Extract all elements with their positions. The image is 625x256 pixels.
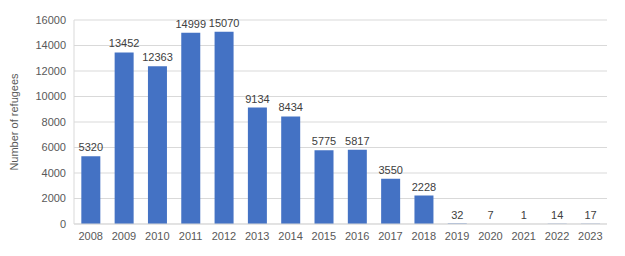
svg-text:Number of refugees: Number of refugees bbox=[8, 73, 20, 171]
svg-text:0: 0 bbox=[60, 218, 66, 230]
svg-text:2228: 2228 bbox=[412, 181, 436, 193]
svg-text:5320: 5320 bbox=[79, 141, 103, 153]
svg-text:5775: 5775 bbox=[312, 135, 336, 147]
svg-text:2015: 2015 bbox=[312, 230, 336, 242]
svg-text:5817: 5817 bbox=[345, 135, 369, 147]
svg-text:8434: 8434 bbox=[278, 101, 302, 113]
svg-text:2021: 2021 bbox=[511, 230, 535, 242]
svg-text:17: 17 bbox=[584, 209, 596, 221]
svg-text:13452: 13452 bbox=[109, 37, 140, 49]
svg-text:12000: 12000 bbox=[35, 65, 66, 77]
svg-text:2010: 2010 bbox=[145, 230, 169, 242]
svg-text:2017: 2017 bbox=[378, 230, 402, 242]
svg-text:2011: 2011 bbox=[179, 230, 203, 242]
svg-text:2000: 2000 bbox=[42, 192, 66, 204]
svg-text:14: 14 bbox=[551, 209, 563, 221]
svg-text:15070: 15070 bbox=[209, 17, 240, 29]
svg-text:2018: 2018 bbox=[412, 230, 436, 242]
svg-text:2009: 2009 bbox=[112, 230, 136, 242]
svg-text:32: 32 bbox=[451, 209, 463, 221]
svg-text:2020: 2020 bbox=[478, 230, 502, 242]
svg-text:12363: 12363 bbox=[142, 51, 173, 63]
svg-text:10000: 10000 bbox=[35, 90, 66, 102]
svg-text:14000: 14000 bbox=[35, 39, 66, 51]
svg-text:2019: 2019 bbox=[445, 230, 469, 242]
svg-text:7: 7 bbox=[488, 209, 494, 221]
svg-text:2013: 2013 bbox=[245, 230, 269, 242]
svg-text:2016: 2016 bbox=[345, 230, 369, 242]
svg-text:3550: 3550 bbox=[378, 164, 402, 176]
svg-text:1: 1 bbox=[521, 209, 527, 221]
svg-text:14999: 14999 bbox=[175, 18, 206, 30]
svg-text:8000: 8000 bbox=[42, 116, 66, 128]
svg-text:16000: 16000 bbox=[35, 14, 66, 26]
svg-text:2008: 2008 bbox=[78, 230, 102, 242]
svg-text:2012: 2012 bbox=[212, 230, 236, 242]
svg-text:6000: 6000 bbox=[42, 141, 66, 153]
svg-text:2023: 2023 bbox=[578, 230, 602, 242]
svg-text:2022: 2022 bbox=[545, 230, 569, 242]
svg-text:9134: 9134 bbox=[245, 93, 269, 105]
svg-text:4000: 4000 bbox=[42, 167, 66, 179]
svg-text:2014: 2014 bbox=[278, 230, 302, 242]
